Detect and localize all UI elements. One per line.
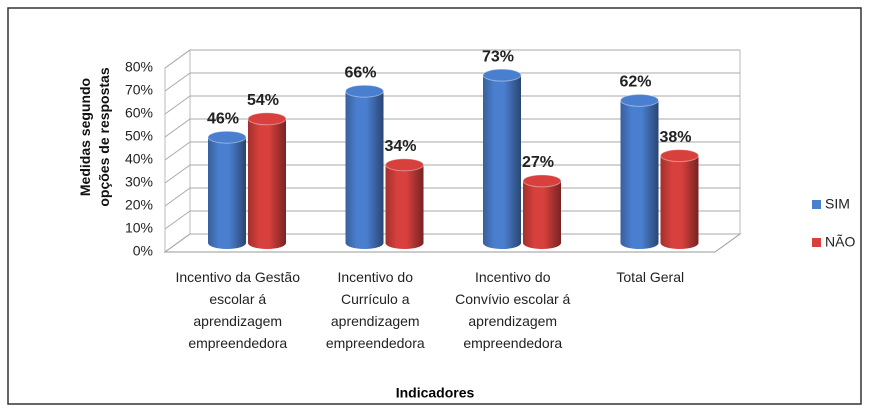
y-tick-label: 40% <box>125 151 153 167</box>
grid-line <box>164 164 740 184</box>
grid-line <box>164 95 740 115</box>
legend-label: SIM <box>825 196 850 212</box>
cylinder-top <box>345 84 384 98</box>
value-label: 34% <box>384 138 416 155</box>
value-label: 27% <box>522 154 554 171</box>
cylinder-top <box>385 158 424 172</box>
legend-label: NÃO <box>825 234 855 250</box>
cylinder-shade <box>620 100 659 250</box>
y-tick-label: 60% <box>125 105 153 121</box>
grid-line <box>164 118 740 138</box>
y-tick-label: 0% <box>133 243 153 259</box>
value-label: 66% <box>344 64 376 81</box>
value-label: 54% <box>247 92 279 109</box>
cylinder-top <box>620 93 659 107</box>
cylinder-top <box>207 130 247 144</box>
cylinder-shade <box>345 91 384 249</box>
cylinder-top <box>522 174 562 188</box>
x-axis-title: Indicadores <box>396 385 475 401</box>
cylinder-shade <box>483 75 521 249</box>
value-label: 38% <box>659 129 691 146</box>
legend-swatch <box>812 238 821 247</box>
x-tick-label: Total Geral <box>616 269 685 285</box>
legend-swatch <box>812 200 821 209</box>
x-tick-label: Incentivo do Convívio escolar á aprendiz… <box>455 269 571 351</box>
cylinder-top <box>247 112 287 126</box>
grid-line <box>164 72 740 92</box>
y-tick-label: 50% <box>125 128 153 144</box>
cylinder-shade <box>385 164 424 249</box>
x-tick-label: Incentivo da Gestão escolar á aprendizag… <box>175 269 301 351</box>
cylinder-shade <box>208 137 246 249</box>
value-label: 73% <box>482 48 514 65</box>
y-tick-label: 20% <box>125 197 153 213</box>
y-tick-label: 10% <box>125 220 153 236</box>
cylinder-shade <box>660 155 699 249</box>
grid-line <box>164 49 740 69</box>
y-tick-label: 70% <box>125 82 153 98</box>
grid-line <box>164 141 740 161</box>
cylinder-shade <box>248 118 286 249</box>
y-axis-title: Medidas segundo opções de respostas <box>77 67 112 207</box>
cylinder-shade <box>523 180 561 249</box>
y-tick-label: 80% <box>125 59 153 75</box>
value-label: 62% <box>619 74 651 91</box>
cylinder-top <box>660 149 699 163</box>
value-label: 46% <box>207 110 239 127</box>
x-tick-label: Incentivo do Currículo a aprendizagem em… <box>325 269 425 351</box>
cylinder-top <box>482 68 522 82</box>
y-tick-label: 30% <box>125 174 153 190</box>
